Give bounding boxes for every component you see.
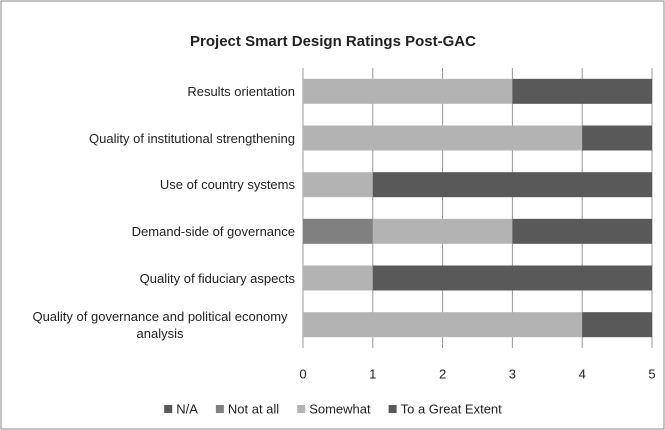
- bar-segment: [582, 312, 652, 338]
- y-tick-label: Demand-side of governance: [131, 223, 295, 239]
- x-tick-label: 3: [509, 366, 516, 381]
- x-tick-label: 0: [299, 366, 306, 381]
- bar-segment: [372, 265, 652, 291]
- legend-label: To a Great Extent: [401, 401, 503, 416]
- legend-swatch: [297, 405, 306, 413]
- legend-swatch: [164, 405, 173, 413]
- bar-segment: [303, 265, 373, 291]
- y-tick-label-box: Demand-side of governance: [0, 211, 295, 251]
- bar-segment: [303, 218, 373, 244]
- legend-label: Somewhat: [309, 401, 371, 416]
- bar-segment: [303, 125, 583, 151]
- legend-label: N/A: [176, 401, 198, 416]
- bar-segment: [372, 218, 513, 244]
- legend-swatch: [388, 405, 397, 413]
- legend-swatch: [215, 405, 224, 413]
- y-tick-label: Quality of fiduciary aspects: [139, 270, 295, 286]
- y-tick-label: Use of country systems: [159, 177, 295, 193]
- bar-segment: [582, 125, 652, 151]
- x-tick-label: 2: [439, 366, 446, 381]
- x-tick-label: 4: [579, 366, 586, 381]
- y-tick-label-box: Use of country systems: [0, 165, 295, 205]
- bar-segment: [512, 78, 652, 104]
- bar-segment: [372, 172, 652, 198]
- y-tick-label-box: Quality of institutional strengthening: [0, 118, 295, 158]
- y-tick-label: Results orientation: [187, 83, 295, 99]
- bar-segment: [303, 172, 373, 198]
- y-tick-label: Quality of governance and political econ…: [32, 308, 288, 341]
- legend-label: Not at all: [228, 401, 279, 416]
- y-tick-label-box: Quality of governance and political econ…: [0, 305, 295, 345]
- bar-segment: [512, 218, 652, 244]
- x-tick-label: 1: [369, 366, 376, 381]
- y-tick-label-box: Results orientation: [0, 71, 295, 111]
- x-tick-label: 5: [648, 366, 655, 381]
- bar-segment: [303, 312, 583, 338]
- bar-segment: [303, 78, 513, 104]
- y-tick-label-box: Quality of fiduciary aspects: [0, 258, 295, 298]
- y-tick-label: Quality of institutional strengthening: [89, 130, 295, 146]
- chart-title: Project Smart Design Ratings Post-GAC: [190, 33, 476, 50]
